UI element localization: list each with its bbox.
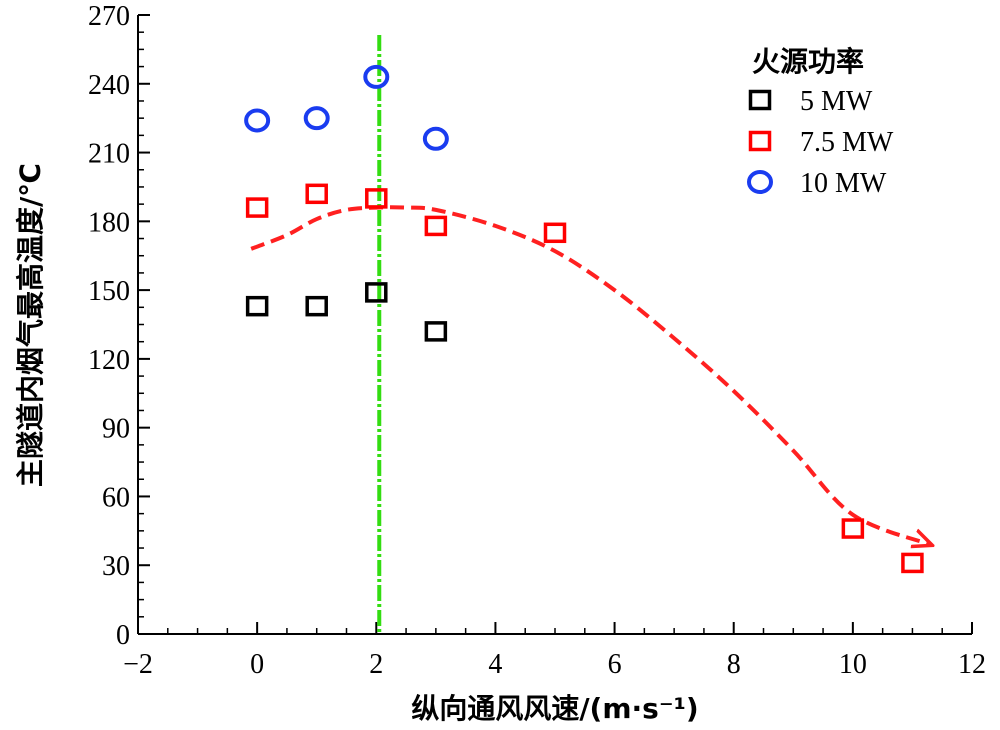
y-tick-label: 270 bbox=[88, 1, 130, 32]
data-point bbox=[841, 518, 865, 539]
data-point bbox=[543, 222, 567, 244]
data-point bbox=[244, 108, 271, 133]
x-axis-title: 纵向通风风速/(m·s⁻¹) bbox=[411, 692, 698, 725]
data-point bbox=[365, 282, 388, 303]
series-2 bbox=[245, 183, 924, 574]
trend-line bbox=[250, 205, 930, 544]
legend-label: 5 MW bbox=[800, 86, 873, 117]
data-point bbox=[245, 295, 269, 317]
x-tick-label: 2 bbox=[369, 649, 383, 680]
ticks bbox=[137, 14, 973, 635]
data-point bbox=[305, 295, 328, 317]
x-tick-label: −2 bbox=[123, 649, 153, 680]
data-point bbox=[305, 183, 328, 205]
y-tick-label: 210 bbox=[88, 139, 130, 170]
y-tick-label: 0 bbox=[116, 620, 130, 651]
y-tick-label: 150 bbox=[88, 276, 130, 307]
y-tick-label: 120 bbox=[88, 345, 130, 376]
data-points bbox=[244, 64, 924, 574]
data-point bbox=[245, 197, 269, 218]
y-tick-label: 180 bbox=[88, 207, 130, 238]
data-point bbox=[424, 215, 448, 237]
legend-marker bbox=[747, 170, 773, 194]
y-tick-label: 60 bbox=[102, 482, 130, 513]
data-point bbox=[901, 552, 924, 574]
x-tick-label: 0 bbox=[250, 649, 264, 680]
y-axis-title: 主隧道内烟气最高温度/℃ bbox=[14, 163, 47, 487]
data-point bbox=[422, 126, 449, 151]
legend-label: 10 MW bbox=[800, 168, 887, 199]
x-tick-label: 8 bbox=[727, 649, 741, 680]
x-tick-label: 10 bbox=[839, 649, 867, 680]
legend-marker bbox=[748, 130, 772, 152]
y-tick-label: 30 bbox=[102, 551, 130, 582]
x-tick-label: 6 bbox=[608, 649, 622, 680]
data-point bbox=[365, 188, 388, 209]
data-point bbox=[303, 106, 330, 131]
y-tick-label: 240 bbox=[88, 70, 130, 101]
y-tick-label: 90 bbox=[102, 414, 130, 445]
data-point bbox=[363, 64, 390, 89]
series-3 bbox=[244, 64, 449, 151]
legend-title: 火源功率 bbox=[752, 45, 864, 78]
legend: 火源功率 5 MW 7.5 MW 10 MW bbox=[747, 45, 894, 199]
legend-marker bbox=[748, 89, 772, 111]
data-point bbox=[424, 321, 448, 342]
trend-line-group bbox=[250, 205, 930, 544]
x-tick-label: 12 bbox=[958, 649, 986, 680]
series-1 bbox=[245, 282, 448, 342]
legend-label: 7.5 MW bbox=[800, 127, 894, 158]
x-tick-label: 4 bbox=[488, 649, 502, 680]
